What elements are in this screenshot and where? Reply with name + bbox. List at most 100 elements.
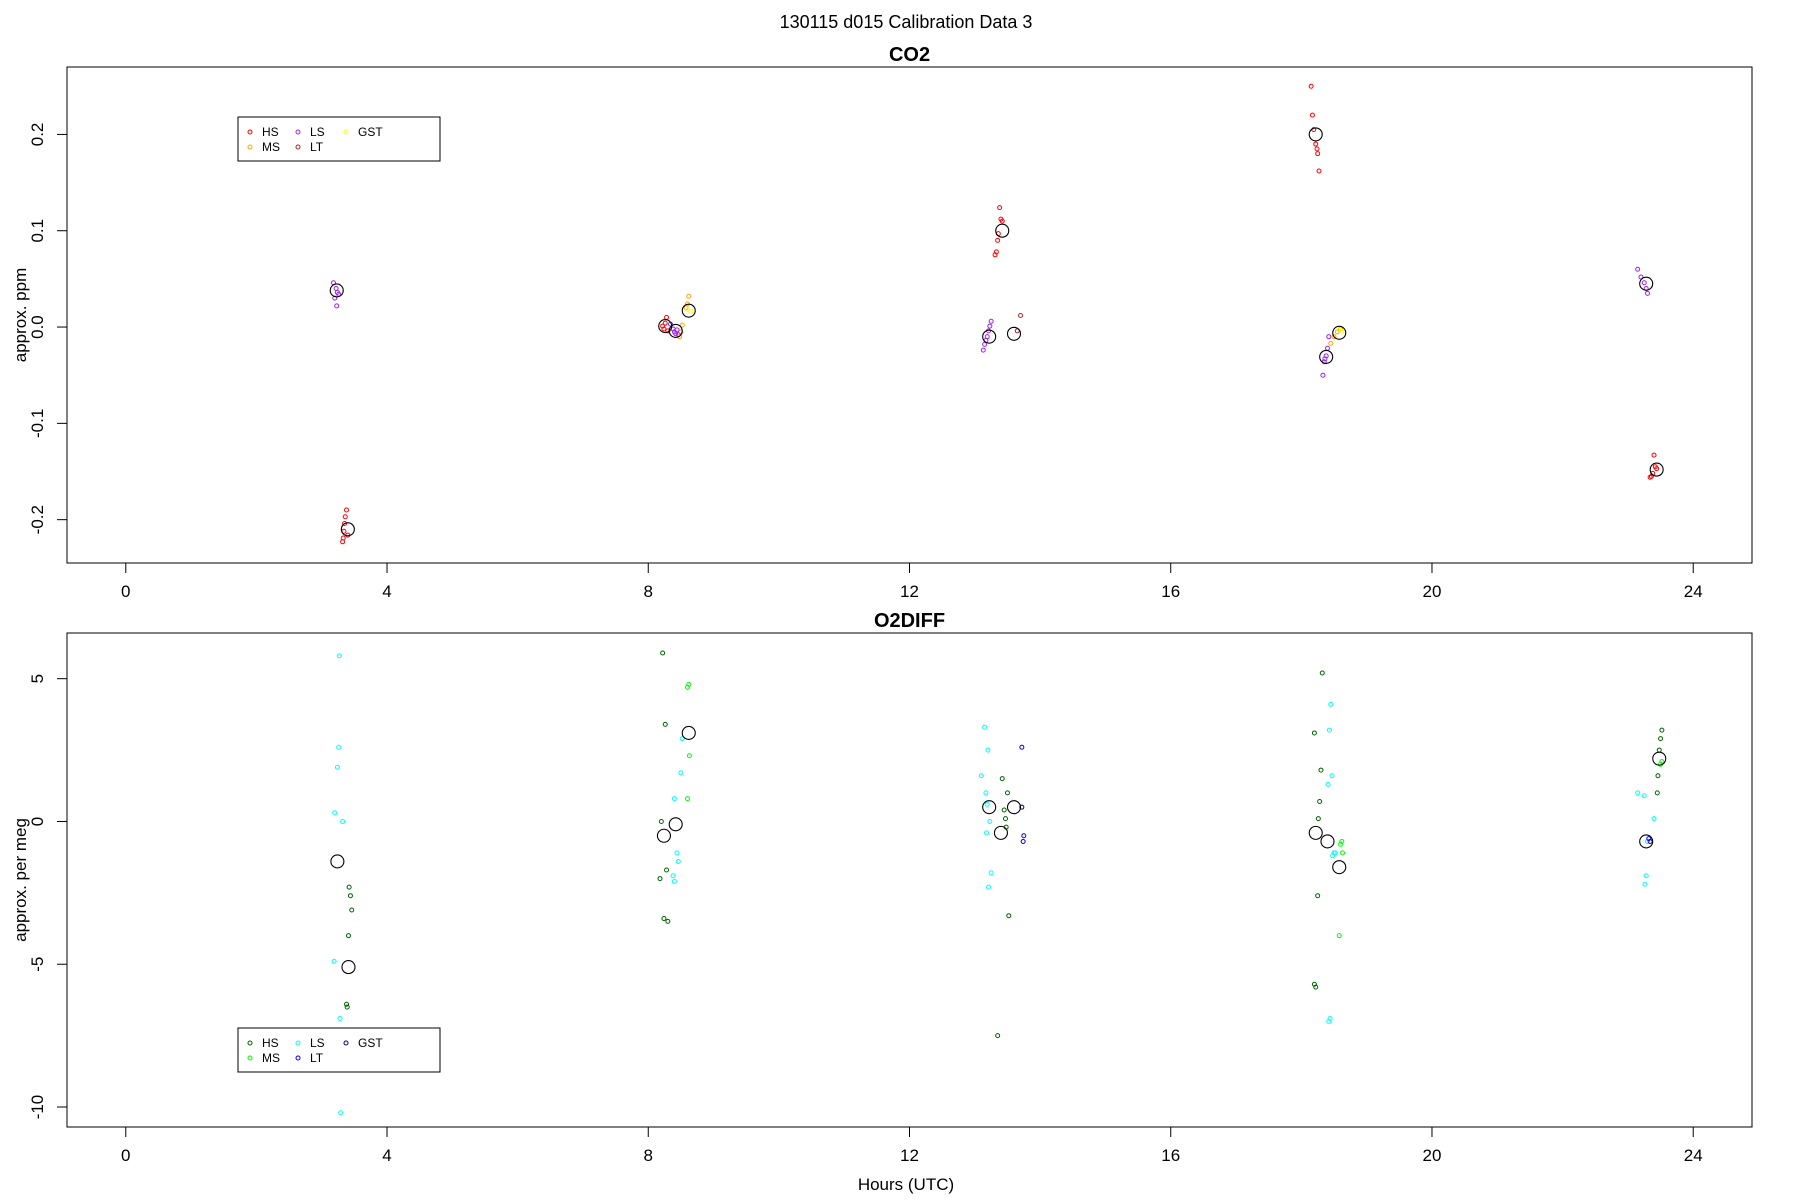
o2diff-point-ls (674, 850, 680, 856)
o2diff-point-ls (1645, 838, 1651, 844)
o2diff-point-mean (1639, 834, 1654, 849)
o2diff-point-hs (1004, 790, 1010, 796)
co2-point-gst (688, 309, 694, 315)
o2diff-point-ls (1327, 1015, 1333, 1021)
o2diff-legend-label: GST (358, 1036, 383, 1050)
o2diff-point-hs (1319, 670, 1325, 676)
co2-point-hs (662, 320, 668, 326)
o2diff-point-ls (985, 747, 991, 753)
o2diff-point-ls (1332, 850, 1338, 856)
o2diff-point-ls (983, 790, 989, 796)
o2diff-point-ls (337, 1015, 343, 1021)
o2diff-point-ls (1643, 873, 1649, 879)
co2-point-ls (987, 323, 993, 329)
co2-point-ls (1641, 280, 1647, 286)
co2-point-mean (1332, 325, 1347, 340)
co2-point-ls (988, 318, 994, 324)
o2diff-point-mean (1308, 825, 1323, 840)
co2-x-tick-label: 24 (1684, 582, 1703, 601)
co2-point-mean (1308, 127, 1323, 142)
o2diff-y-tick-label: -10 (28, 1095, 47, 1120)
o2diff-point-ls (982, 724, 988, 730)
o2diff-legend-label: HS (262, 1036, 279, 1050)
o2diff-x-tick-label: 8 (644, 1146, 653, 1165)
co2-point-hs (1316, 168, 1322, 174)
co2-point-mean (668, 323, 683, 338)
o2diff-point-hs (662, 721, 668, 727)
co2-point-mean (329, 283, 344, 298)
o2diff-point-ls (987, 818, 993, 824)
o2diff-point-mean (330, 854, 345, 869)
o2diff-point-mean (1006, 800, 1022, 815)
co2-point-mean (1006, 326, 1022, 341)
co2-point-hs (345, 532, 351, 538)
co2-point-ms (679, 322, 685, 328)
o2diff-legend-marker (295, 1055, 301, 1061)
co2-point-hs (342, 514, 348, 520)
co2-legend-label: GST (358, 125, 383, 139)
o2diff-point-lt (1019, 744, 1025, 750)
co2-point-ls (1645, 290, 1651, 296)
o2diff-point-hs (1315, 816, 1321, 822)
co2-y-tick-label: -0.1 (28, 409, 47, 438)
co2-point-hs (1309, 112, 1315, 118)
o2diff-point-mean (993, 825, 1008, 840)
o2diff-y-tick-label: 5 (28, 674, 47, 683)
o2diff-point-ls (1642, 881, 1648, 887)
o2diff-point-hs (661, 916, 667, 922)
o2diff-point-ls (678, 770, 684, 776)
o2diff-point-mean (1320, 834, 1335, 849)
o2diff-point-hs (347, 893, 353, 899)
o2diff-point-ms (686, 681, 692, 687)
o2diff-point-hs (1658, 736, 1664, 742)
o2diff-x-tick-label: 0 (121, 1146, 130, 1165)
co2-point-ls (1638, 274, 1644, 280)
o2diff-point-mean (341, 960, 356, 975)
o2diff-point-ls (1326, 1018, 1332, 1024)
co2-point-ls (1324, 345, 1330, 351)
o2diff-point-hs (999, 776, 1005, 782)
co2-point-mean (340, 522, 355, 537)
o2diff-point-ls (336, 744, 342, 750)
o2diff-point-hs (1006, 913, 1012, 919)
o2diff-point-hs (345, 933, 351, 939)
co2-legend-label: LT (310, 140, 324, 154)
o2diff-x-tick-label: 4 (382, 1146, 391, 1165)
o2diff-point-ls (1329, 773, 1335, 779)
co2-point-hs (992, 252, 998, 258)
co2-y-tick-label: -0.2 (28, 505, 47, 534)
o2diff-point-mean (668, 817, 683, 832)
co2-x-tick-label: 0 (121, 582, 130, 601)
o2diff-point-hs (995, 1033, 1001, 1039)
co2-point-hs (1308, 83, 1314, 89)
o2diff-point-hs (1311, 730, 1317, 736)
co2-legend-marker (247, 129, 253, 135)
o2diff-point-hs (1315, 893, 1321, 899)
o2diff-point-ls (984, 801, 990, 807)
o2diff-point-ms (684, 796, 690, 802)
co2-x-tick-label: 4 (382, 582, 391, 601)
o2diff-point-ls (1635, 790, 1641, 796)
o2diff-point-hs (657, 876, 663, 882)
co2-legend-marker (295, 144, 301, 150)
co2-point-mean (681, 303, 696, 318)
co2-y-tick-label: 0.1 (28, 219, 47, 243)
co2-point-mean (1319, 349, 1334, 364)
co2-point-ls (980, 347, 986, 353)
o2diff-point-hs (658, 818, 664, 824)
o2diff-point-ls (336, 653, 342, 659)
o2diff-point-mean (1332, 860, 1347, 875)
o2diff-point-ls (1328, 701, 1334, 707)
o2diff-point-ls (1641, 793, 1647, 799)
o2diff-point-ls (986, 884, 992, 890)
co2-point-ls (1320, 372, 1326, 378)
o2diff-point-mean (681, 725, 696, 740)
co2-point-hs (1315, 151, 1321, 157)
co2-x-tick-label: 8 (644, 582, 653, 601)
co2-point-hs (340, 539, 346, 545)
o2diff-point-ms (1659, 758, 1665, 764)
co2-point-ms (1328, 340, 1334, 346)
co2-legend-label: LS (310, 125, 325, 139)
